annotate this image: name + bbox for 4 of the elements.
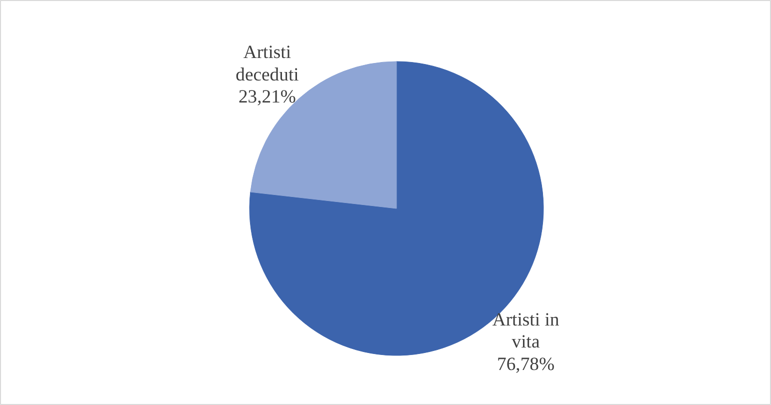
slice-label: Artisti deceduti <box>236 42 299 86</box>
data-label: 23,21% <box>238 86 296 108</box>
slice-label: Artisti in vita <box>492 310 560 353</box>
data-label: 76,78% <box>497 354 555 375</box>
